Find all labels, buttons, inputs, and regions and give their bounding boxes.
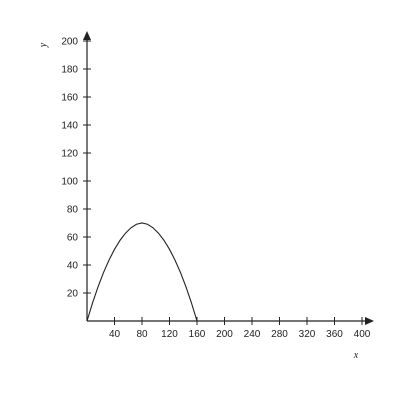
y-tick-label: 120 [61,149,78,160]
y-tick-label: 60 [67,233,79,244]
x-axis-title: x [353,350,359,361]
x-tick-label: 320 [299,329,316,340]
y-tick-label: 180 [61,65,78,76]
y-tick-label: 20 [67,289,79,300]
axes [83,31,374,325]
x-tick-label: 80 [136,329,148,340]
x-tick-label: 40 [109,329,121,340]
x-tick-label: 240 [244,329,261,340]
y-tick-label: 40 [67,261,79,272]
y-axis-title: y [38,42,49,48]
y-tick-label: 140 [61,121,78,132]
y-tick-label: 200 [61,37,78,48]
y-tick-label: 80 [67,205,79,216]
x-ticks: 40 80 120 160 200 240 280 320 360 400 [109,317,371,340]
y-tick-label: 100 [61,177,78,188]
x-tick-label: 280 [271,329,288,340]
x-tick-label: 400 [354,329,371,340]
x-tick-label: 160 [189,329,206,340]
y-ticks: 20 40 60 80 100 120 140 160 180 200 [61,37,91,300]
x-tick-label: 120 [161,329,178,340]
series-curve [86,222,198,322]
x-tick-label: 360 [326,329,343,340]
y-axis-arrow-icon [83,31,91,40]
x-tick-label: 200 [216,329,233,340]
y-tick-label: 160 [61,93,78,104]
x-axis-arrow-icon [365,317,374,325]
